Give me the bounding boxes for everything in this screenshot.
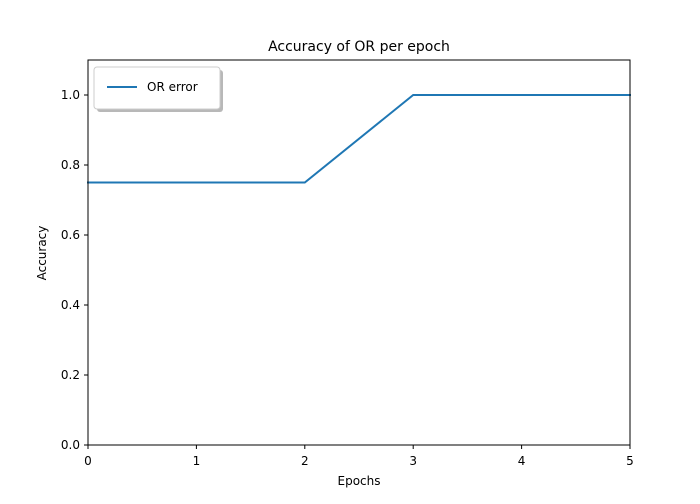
y-tick-label: 1.0 xyxy=(61,88,80,102)
x-tick-label: 4 xyxy=(518,454,526,468)
plot-frame xyxy=(87,59,631,446)
chart-title: Accuracy of OR per epoch xyxy=(268,39,450,55)
y-tick-label: 0.2 xyxy=(61,368,80,382)
series-layer xyxy=(87,94,631,184)
legend-label-or-error: OR error xyxy=(147,80,198,94)
y-tick-label: 0.6 xyxy=(61,228,80,242)
x-axis-label: Epochs xyxy=(338,474,381,488)
x-tick-label: 1 xyxy=(193,454,201,468)
x-tick-label: 5 xyxy=(626,454,634,468)
y-tick-label: 0.4 xyxy=(61,298,80,312)
y-tick-label: 0.0 xyxy=(61,438,80,452)
x-tick-label: 3 xyxy=(409,454,417,468)
legend-box xyxy=(93,66,221,110)
ticks-layer: 0 1 2 3 4 5 0.0 0.2 0.4 0.6 0.8 1.0 xyxy=(61,88,634,468)
legend: OR error xyxy=(93,66,223,112)
y-axis-label: Accuracy xyxy=(35,226,49,281)
series-line-or-error xyxy=(87,94,631,184)
x-tick-label: 0 xyxy=(84,454,92,468)
y-tick-label: 0.8 xyxy=(61,158,80,172)
x-tick-label: 2 xyxy=(301,454,309,468)
